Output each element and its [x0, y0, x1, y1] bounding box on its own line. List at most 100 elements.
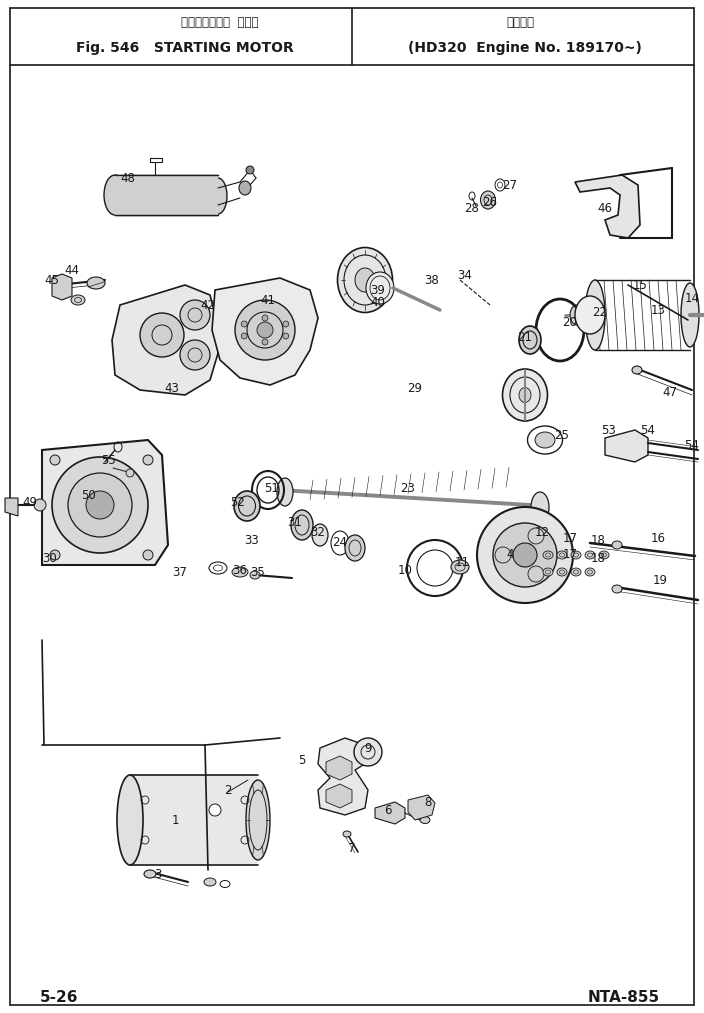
- Circle shape: [354, 738, 382, 766]
- Text: 37: 37: [172, 565, 187, 578]
- Text: 47: 47: [662, 386, 677, 398]
- Ellipse shape: [343, 831, 351, 837]
- Text: 46: 46: [598, 202, 612, 215]
- Ellipse shape: [234, 491, 260, 521]
- Text: 34: 34: [458, 268, 472, 282]
- Text: 17: 17: [562, 548, 577, 561]
- Ellipse shape: [585, 551, 595, 559]
- Polygon shape: [575, 175, 640, 238]
- Polygon shape: [408, 795, 435, 820]
- Polygon shape: [212, 278, 318, 385]
- Text: 23: 23: [401, 481, 415, 494]
- Text: 15: 15: [633, 279, 648, 292]
- Circle shape: [180, 340, 210, 370]
- Circle shape: [241, 321, 247, 327]
- Text: 29: 29: [408, 382, 422, 394]
- Text: 4: 4: [506, 548, 514, 561]
- Text: 40: 40: [370, 296, 385, 309]
- Circle shape: [143, 550, 153, 560]
- Text: 16: 16: [650, 532, 665, 545]
- Ellipse shape: [87, 277, 105, 289]
- Text: スターティング  モータ: スターティング モータ: [181, 15, 259, 28]
- Text: NTA-855: NTA-855: [588, 991, 660, 1006]
- Circle shape: [209, 804, 221, 816]
- Circle shape: [143, 455, 153, 465]
- Text: 6: 6: [384, 803, 391, 816]
- Text: 54: 54: [684, 439, 700, 452]
- Polygon shape: [605, 430, 648, 462]
- Text: 35: 35: [251, 565, 265, 578]
- Text: 22: 22: [593, 306, 608, 318]
- Text: 31: 31: [287, 517, 303, 530]
- Ellipse shape: [71, 295, 85, 305]
- Ellipse shape: [204, 878, 216, 886]
- Text: 42: 42: [201, 299, 215, 312]
- Ellipse shape: [366, 272, 394, 304]
- Text: 27: 27: [503, 178, 517, 191]
- Text: 10: 10: [398, 563, 413, 576]
- Text: 1: 1: [171, 813, 179, 827]
- Ellipse shape: [481, 191, 496, 209]
- Polygon shape: [5, 498, 18, 516]
- Text: 33: 33: [244, 534, 259, 546]
- Polygon shape: [375, 802, 405, 824]
- Ellipse shape: [209, 178, 227, 214]
- Text: 17: 17: [562, 532, 577, 545]
- Ellipse shape: [239, 181, 251, 194]
- Circle shape: [513, 543, 537, 567]
- Polygon shape: [112, 285, 222, 395]
- Ellipse shape: [612, 541, 622, 549]
- Text: 26: 26: [482, 196, 498, 209]
- Text: 24: 24: [332, 537, 348, 549]
- Text: 55: 55: [101, 454, 115, 467]
- Circle shape: [34, 499, 46, 511]
- Text: 14: 14: [684, 292, 700, 305]
- Text: 28: 28: [465, 202, 479, 215]
- Text: 8: 8: [425, 795, 432, 808]
- Text: 30: 30: [43, 551, 57, 564]
- Ellipse shape: [681, 283, 699, 347]
- Text: (HD320  Engine No. 189170~): (HD320 Engine No. 189170~): [408, 41, 642, 55]
- Ellipse shape: [246, 780, 270, 860]
- Polygon shape: [115, 175, 218, 215]
- Text: 41: 41: [260, 294, 275, 307]
- Circle shape: [241, 333, 247, 339]
- Text: 49: 49: [23, 495, 37, 509]
- Text: 52: 52: [231, 495, 246, 509]
- Circle shape: [257, 322, 273, 338]
- Text: 39: 39: [370, 284, 385, 297]
- Ellipse shape: [420, 816, 430, 824]
- Text: 25: 25: [555, 428, 570, 442]
- Ellipse shape: [543, 568, 553, 576]
- Ellipse shape: [232, 567, 248, 577]
- Ellipse shape: [291, 510, 313, 540]
- Ellipse shape: [585, 568, 595, 576]
- Ellipse shape: [355, 268, 375, 292]
- Text: 11: 11: [455, 556, 470, 569]
- Circle shape: [283, 321, 289, 327]
- Ellipse shape: [144, 870, 156, 878]
- Ellipse shape: [571, 551, 581, 559]
- Ellipse shape: [519, 326, 541, 354]
- Circle shape: [50, 550, 60, 560]
- Ellipse shape: [557, 568, 567, 576]
- Circle shape: [528, 528, 544, 544]
- Circle shape: [126, 469, 134, 477]
- Circle shape: [528, 566, 544, 582]
- Text: 44: 44: [65, 263, 80, 277]
- Polygon shape: [326, 784, 352, 808]
- Ellipse shape: [250, 571, 260, 579]
- Circle shape: [493, 523, 557, 587]
- Ellipse shape: [117, 775, 143, 865]
- Circle shape: [262, 315, 268, 321]
- Text: 9: 9: [364, 742, 372, 755]
- Circle shape: [68, 473, 132, 537]
- Ellipse shape: [312, 524, 328, 546]
- Circle shape: [86, 491, 114, 519]
- Ellipse shape: [535, 432, 555, 448]
- Ellipse shape: [571, 568, 581, 576]
- Ellipse shape: [585, 280, 605, 350]
- Text: 5: 5: [298, 754, 306, 767]
- Text: Fig. 546   STARTING MOTOR: Fig. 546 STARTING MOTOR: [76, 41, 294, 55]
- Text: 45: 45: [44, 274, 59, 287]
